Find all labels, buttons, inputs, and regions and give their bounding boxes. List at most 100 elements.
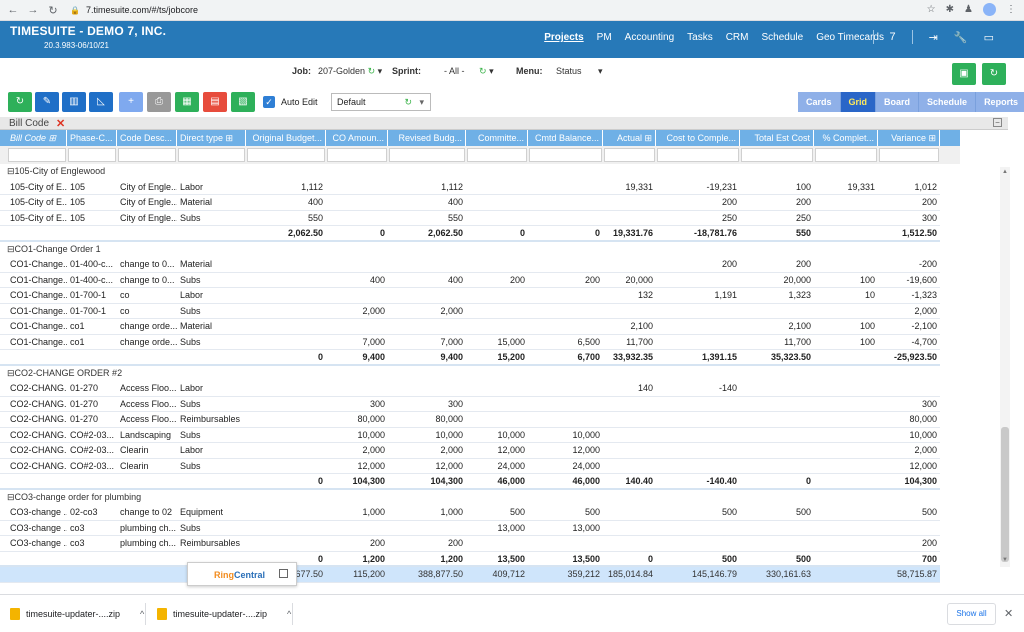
- table-cell[interactable]: 12,000: [357, 460, 385, 471]
- refresh-grid-button[interactable]: ↻: [8, 92, 32, 112]
- table-cell[interactable]: 700: [921, 553, 937, 564]
- group-row[interactable]: ⊟105-City of Englewood: [0, 164, 940, 180]
- reload-icon[interactable]: ↻: [48, 4, 58, 17]
- table-cell[interactable]: -1,323: [911, 290, 937, 300]
- columns-icon[interactable]: ▥: [62, 92, 86, 112]
- table-cell[interactable]: 100: [859, 336, 875, 347]
- scroll-thumb[interactable]: [1001, 427, 1009, 562]
- table-cell[interactable]: 10,000: [435, 429, 463, 440]
- table-cell[interactable]: -18,781.76: [693, 228, 737, 238]
- column-header[interactable]: Committe...: [466, 130, 528, 146]
- logout-icon[interactable]: ⇥: [928, 31, 938, 44]
- table-cell[interactable]: change to 0...: [120, 259, 175, 269]
- export-icon[interactable]: ▧: [231, 92, 255, 112]
- table-cell[interactable]: 2,062.50: [287, 228, 323, 238]
- column-menu-icon[interactable]: ⊞: [223, 133, 234, 143]
- expand-icon[interactable]: [279, 569, 288, 578]
- table-cell[interactable]: -2,100: [911, 321, 937, 331]
- table-cell[interactable]: 46,000: [497, 476, 525, 486]
- table-cell[interactable]: 400: [447, 197, 463, 207]
- back-icon[interactable]: ←: [7, 4, 19, 16]
- table-cell[interactable]: CO2-CHANG...: [10, 383, 67, 393]
- table-cell[interactable]: 13,500: [572, 553, 600, 564]
- table-cell[interactable]: 9,400: [440, 352, 463, 362]
- table-cell[interactable]: 20,000: [783, 274, 811, 285]
- table-cell[interactable]: 105: [70, 197, 86, 207]
- table-cell[interactable]: 200: [795, 259, 811, 269]
- chevron-up-icon[interactable]: ^: [287, 609, 292, 619]
- table-cell[interactable]: 550: [795, 228, 811, 238]
- layout-select[interactable]: Default ↻ ▾: [331, 93, 431, 111]
- table-cell[interactable]: 388,877.50: [417, 569, 463, 579]
- table-cell[interactable]: 500: [584, 507, 600, 517]
- table-cell[interactable]: 200: [795, 197, 811, 207]
- table-cell[interactable]: CO1-Change...: [10, 321, 67, 331]
- sprint-select[interactable]: - All - ↻ ▾: [444, 66, 494, 77]
- table-cell[interactable]: CO1-Change...: [10, 336, 67, 347]
- group-row[interactable]: ⊟CO2-CHANGE ORDER #2: [0, 366, 940, 382]
- table-cell[interactable]: 10,000: [357, 429, 385, 440]
- table-cell[interactable]: 300: [447, 398, 463, 409]
- nav-item[interactable]: Schedule: [761, 32, 804, 43]
- table-cell[interactable]: 145,146.79: [691, 569, 737, 579]
- view-tab[interactable]: Reports: [976, 92, 1024, 112]
- table-cell[interactable]: co: [120, 305, 130, 316]
- table-cell[interactable]: 2,000: [362, 305, 385, 316]
- table-cell[interactable]: change orde...: [120, 336, 177, 347]
- table-cell[interactable]: -19,231: [706, 181, 737, 192]
- table-cell[interactable]: plumbing ch...: [120, 522, 177, 533]
- table-cell[interactable]: 1,112: [441, 181, 463, 192]
- table-cell[interactable]: 80,000: [357, 414, 385, 424]
- table-cell[interactable]: 400: [307, 197, 323, 207]
- table-cell[interactable]: City of Engle...: [120, 181, 177, 192]
- table-cell[interactable]: Equipment: [180, 507, 224, 517]
- table-cell[interactable]: 7,000: [362, 336, 385, 347]
- table-row[interactable]: CO2-CHANG... CO#2-03... Landscaping Subs 10,…: [0, 428, 940, 443]
- table-cell[interactable]: CO3-change ...: [10, 538, 67, 548]
- table-cell[interactable]: 2,062.50: [427, 228, 463, 238]
- table-cell[interactable]: CO2-CHANG...: [10, 429, 67, 440]
- table-cell[interactable]: 1,012: [914, 181, 937, 192]
- menu-dots-icon[interactable]: ⋮: [1006, 4, 1016, 15]
- table-cell[interactable]: 19,331: [625, 181, 653, 192]
- table-cell[interactable]: CO1-Change...: [10, 290, 67, 300]
- table-cell[interactable]: 10,000: [572, 429, 600, 440]
- table-cell[interactable]: 33,932.35: [612, 352, 653, 362]
- table-cell[interactable]: Clearin: [120, 445, 149, 455]
- table-cell[interactable]: -25,923.50: [893, 352, 937, 362]
- table-cell[interactable]: Subs: [180, 398, 201, 409]
- table-cell[interactable]: 24,000: [572, 460, 600, 471]
- wrench-icon[interactable]: 🔧: [953, 31, 968, 44]
- refresh-icon[interactable]: ↻: [479, 66, 487, 76]
- table-cell[interactable]: 01-700-1: [70, 290, 107, 300]
- table-cell[interactable]: 400: [447, 274, 463, 285]
- table-cell[interactable]: 200: [584, 274, 600, 285]
- table-row[interactable]: CO1-Change... 01-400-c... change to 0... Ma…: [0, 257, 940, 273]
- collapse-group-icon[interactable]: ⊟: [7, 367, 15, 378]
- column-header[interactable]: Cost to Comple...: [656, 130, 740, 146]
- view-tab[interactable]: Schedule: [919, 92, 977, 112]
- table-cell[interactable]: 01-700-1: [70, 305, 107, 316]
- table-cell[interactable]: 9,400: [362, 352, 385, 362]
- column-filter-input[interactable]: [247, 148, 325, 162]
- table-cell[interactable]: 1,191: [714, 290, 737, 300]
- print-icon[interactable]: ⎙: [147, 92, 171, 112]
- table-cell[interactable]: -200: [918, 259, 937, 269]
- excel-icon[interactable]: ▦: [175, 92, 199, 112]
- column-filter-input[interactable]: [467, 148, 527, 162]
- table-cell[interactable]: Labor: [180, 290, 204, 300]
- table-cell[interactable]: 2,100: [630, 321, 653, 331]
- table-cell[interactable]: 1,200: [440, 553, 463, 564]
- table-cell[interactable]: 550: [447, 212, 463, 223]
- scroll-up-icon[interactable]: ▲: [1002, 169, 1008, 175]
- auto-edit-checkbox[interactable]: ✓: [263, 96, 275, 108]
- table-cell[interactable]: change to 0...: [120, 274, 175, 285]
- table-cell[interactable]: Reimbursables: [180, 538, 241, 548]
- table-cell[interactable]: 01-270: [70, 414, 99, 424]
- cast-icon[interactable]: ▭: [983, 31, 994, 44]
- table-row[interactable]: 105-City of E... 105 City of Engle... Labor…: [0, 180, 940, 195]
- nav-item[interactable]: Geo Timecards: [816, 32, 884, 43]
- table-cell[interactable]: 13,000: [572, 522, 600, 533]
- table-cell[interactable]: Labor: [180, 181, 204, 192]
- table-cell[interactable]: 1,323: [788, 290, 811, 300]
